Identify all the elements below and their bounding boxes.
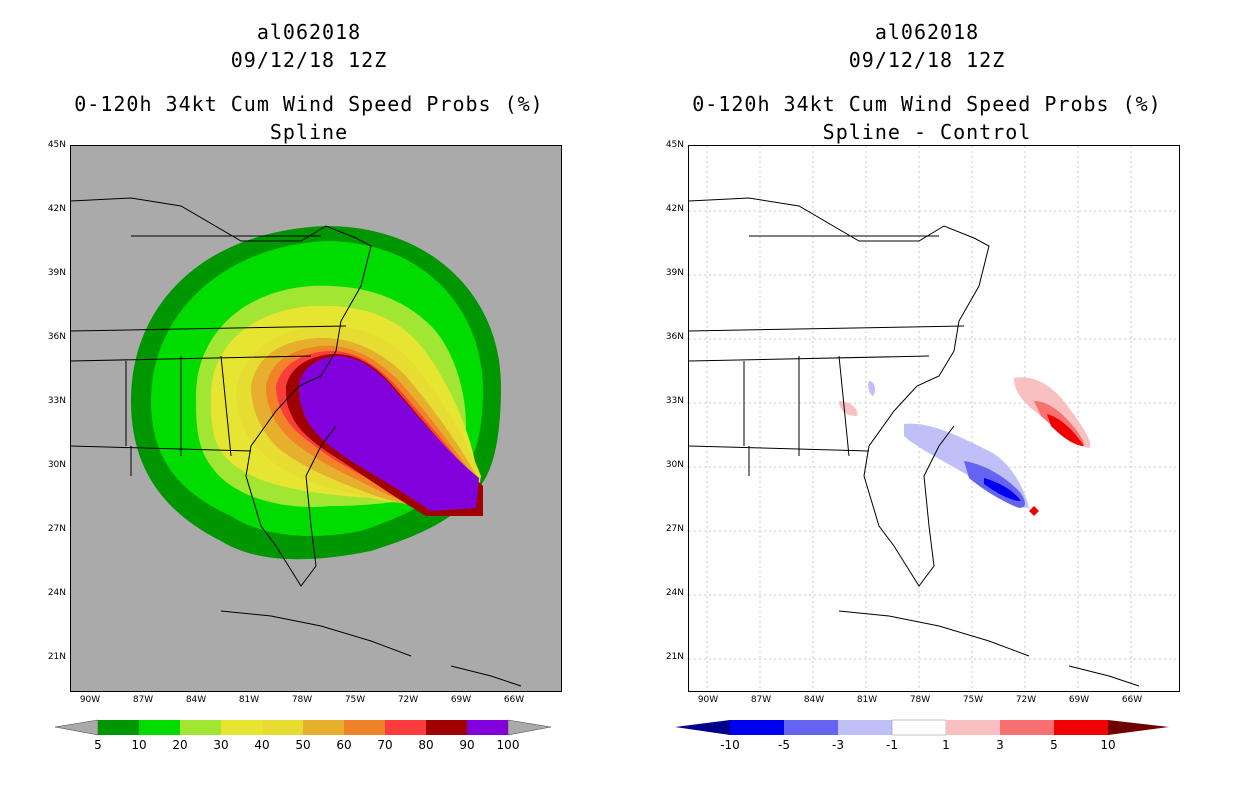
prob-contour-90 bbox=[299, 356, 479, 511]
left-title-date: 09/12/18 12Z bbox=[230, 48, 388, 72]
left-panel: al062018 09/12/18 12Z 0-120h 34kt Cum Wi… bbox=[47, 20, 562, 752]
right-colorbar-label: -3 bbox=[832, 738, 844, 752]
left-colorbar-label: 90 bbox=[459, 738, 475, 752]
right-lon-label: 72W bbox=[1015, 695, 1037, 705]
left-colorbar-label: 20 bbox=[172, 738, 188, 752]
diff-positive-small bbox=[1029, 506, 1039, 516]
right-lat-label: 33N bbox=[665, 396, 684, 406]
right-panel: al062018 09/12/18 12Z 0-120h 34kt Cum Wi… bbox=[618, 0, 1236, 800]
right-colorbar-label: -10 bbox=[720, 738, 740, 752]
right-lon-label: 84W bbox=[803, 695, 825, 705]
right-lat-label: 24N bbox=[665, 588, 684, 598]
right-map[interactable] bbox=[688, 145, 1180, 692]
left-title-method: Spline bbox=[269, 120, 349, 144]
left-lat-label: 45N bbox=[47, 140, 66, 150]
right-lon-label: 69W bbox=[1068, 695, 1090, 705]
right-colorbar-label: 10 bbox=[1100, 738, 1116, 752]
right-lat-label: 45N bbox=[665, 140, 684, 150]
left-title-product: 0-120h 34kt Cum Wind Speed Probs (%) bbox=[74, 92, 544, 116]
left-colorbar bbox=[55, 719, 552, 736]
left-lon-label: 87W bbox=[132, 695, 154, 705]
left-colorbar-label: 80 bbox=[418, 738, 434, 752]
left-map[interactable] bbox=[70, 145, 562, 692]
left-lat-label: 39N bbox=[47, 268, 66, 278]
left-lon-label: 75W bbox=[344, 695, 366, 705]
right-lon-label: 78W bbox=[909, 695, 931, 705]
right-title-method: Spline - Control bbox=[822, 120, 1032, 144]
right-map-svg bbox=[689, 146, 1179, 691]
map-boundaries bbox=[689, 197, 1140, 687]
map-boundaries bbox=[71, 197, 522, 687]
left-lon-label: 72W bbox=[397, 695, 419, 705]
left-lon-label: 66W bbox=[503, 695, 525, 705]
diff-negative-patch bbox=[868, 381, 876, 396]
right-colorbar-label: 5 bbox=[1050, 738, 1058, 752]
right-lat-label: 27N bbox=[665, 524, 684, 534]
left-lat-label: 27N bbox=[47, 524, 66, 534]
left-lon-label: 81W bbox=[238, 695, 260, 705]
right-lat-label: 30N bbox=[665, 460, 684, 470]
probability-contours bbox=[131, 226, 501, 560]
right-lon-label: 90W bbox=[697, 695, 719, 705]
left-colorbar-label: 50 bbox=[295, 738, 311, 752]
right-lon-label: 66W bbox=[1121, 695, 1143, 705]
difference-contours bbox=[839, 377, 1091, 516]
right-lat-label: 21N bbox=[665, 652, 684, 662]
left-colorbar-label: 70 bbox=[377, 738, 393, 752]
left-lat-label: 33N bbox=[47, 396, 66, 406]
left-title-storm-id: al062018 bbox=[256, 20, 362, 44]
left-lon-label: 78W bbox=[291, 695, 313, 705]
left-colorbar-label: 40 bbox=[254, 738, 270, 752]
right-title-product: 0-120h 34kt Cum Wind Speed Probs (%) bbox=[692, 92, 1162, 116]
left-colorbar-label: 100 bbox=[496, 738, 520, 752]
right-colorbar-label: -5 bbox=[778, 738, 790, 752]
right-lat-label: 36N bbox=[665, 332, 684, 342]
left-lat-label: 42N bbox=[47, 204, 66, 214]
right-colorbar-label: -1 bbox=[886, 738, 898, 752]
right-lon-label: 81W bbox=[856, 695, 878, 705]
right-colorbar-label: 1 bbox=[942, 738, 950, 752]
left-colorbar-label: 5 bbox=[94, 738, 102, 752]
right-lon-label: 87W bbox=[750, 695, 772, 705]
left-colorbar-label: 10 bbox=[131, 738, 147, 752]
left-lat-label: 36N bbox=[47, 332, 66, 342]
left-colorbar-label: 30 bbox=[213, 738, 229, 752]
left-colorbar-label: 60 bbox=[336, 738, 352, 752]
left-map-svg bbox=[71, 197, 522, 687]
diff-positive-strong bbox=[1047, 414, 1084, 446]
left-lon-label: 69W bbox=[450, 695, 472, 705]
left-lat-label: 30N bbox=[47, 460, 66, 470]
right-title-date: 09/12/18 12Z bbox=[848, 48, 1006, 72]
right-colorbar bbox=[675, 719, 1169, 736]
left-lat-label: 24N bbox=[47, 588, 66, 598]
right-colorbar-label: 3 bbox=[996, 738, 1004, 752]
right-lat-label: 42N bbox=[665, 204, 684, 214]
gridlines bbox=[689, 146, 1179, 691]
right-lon-label: 75W bbox=[962, 695, 984, 705]
left-lon-label: 84W bbox=[185, 695, 207, 705]
left-lat-label: 21N bbox=[47, 652, 66, 662]
left-lon-label: 90W bbox=[79, 695, 101, 705]
diff-negative-strong bbox=[984, 478, 1021, 501]
right-lat-label: 39N bbox=[665, 268, 684, 278]
right-title-storm-id: al062018 bbox=[874, 20, 980, 44]
